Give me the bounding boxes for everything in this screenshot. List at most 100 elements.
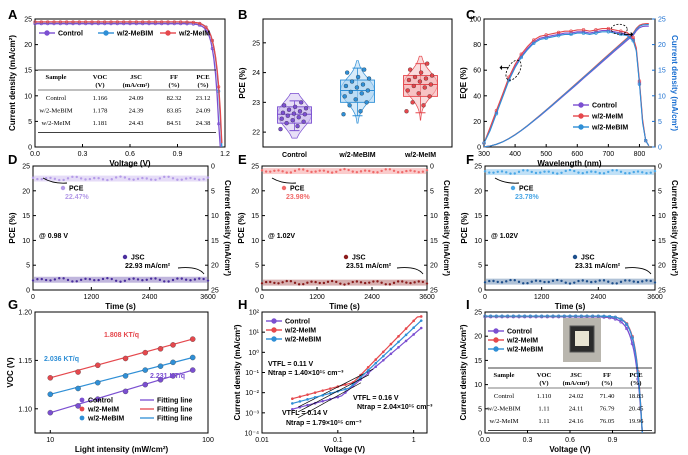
vtfl-annotation-h: VTFL = 0.14 V <box>282 410 328 417</box>
y-tick-label-b: 22 <box>252 130 260 137</box>
y-axis-label-d: PCE (%) <box>8 212 17 243</box>
y-tick-label-d: 20 <box>22 188 30 195</box>
arrow-e <box>396 267 424 275</box>
scl-marker-h <box>412 319 415 323</box>
x-tick-label-a: 0.9 <box>173 151 183 158</box>
jsc-point-f <box>488 279 491 283</box>
y2-tick-label-c: 15 <box>658 68 666 75</box>
pce-point-d <box>141 176 144 180</box>
pce-point-f <box>568 168 572 172</box>
pce-point-e <box>425 168 429 172</box>
scl-marker-h <box>291 407 294 411</box>
table-cell-a: 84.51 <box>167 120 182 127</box>
y-axis-label-b: PCE (%) <box>238 67 247 98</box>
panel-label-h: H <box>238 297 247 312</box>
pce-point-f <box>492 171 495 174</box>
panel-label-b: B <box>238 7 247 22</box>
pce-point-f <box>624 172 627 175</box>
point-b <box>410 100 415 105</box>
x-tick-label-c: 600 <box>571 151 583 158</box>
jsc-point-f <box>619 280 623 284</box>
jsc-point-f <box>568 282 572 285</box>
y-tick-label-i: 0 <box>478 431 482 438</box>
jv-marker-a <box>84 20 88 24</box>
bias-label-d: @ 0.98 V <box>39 233 68 240</box>
pce-point-e <box>421 170 425 173</box>
point-g <box>95 396 101 402</box>
scl-marker-h <box>321 394 324 397</box>
jv-marker-i <box>517 314 521 318</box>
table-cell-i: 1.110 <box>537 393 552 400</box>
pce-point-f <box>556 172 559 175</box>
pce-band-e <box>263 168 426 175</box>
y-tick-label-c: 20 <box>473 119 481 126</box>
jsc-point-e <box>359 281 363 284</box>
legend-label-g: Fitting line <box>157 416 192 423</box>
scl-marker-h <box>313 391 317 394</box>
jsc-point-f <box>577 279 580 283</box>
pce-point-e <box>318 169 321 172</box>
jsc-point-e <box>417 280 420 283</box>
jv-marker-i <box>591 314 595 318</box>
y-tick-label-f: 20 <box>474 188 482 195</box>
eqe-marker-c <box>556 30 561 35</box>
pce-point-e <box>384 168 387 171</box>
device-photo-i <box>563 318 601 362</box>
point-b <box>427 94 432 99</box>
legend-label-a1: w/2-MeBIM <box>116 31 153 38</box>
jv-marker-a <box>191 20 195 24</box>
scl-marker-h <box>351 383 355 386</box>
table-header-unit-a: (%) <box>169 82 180 89</box>
legend-label-h1: w/2-MeIM <box>284 328 316 335</box>
y-tick-label-g: 1.15 <box>18 358 32 365</box>
pce-point-e <box>310 170 313 174</box>
x-tick-label-d: 2400 <box>142 294 158 301</box>
table-cell-a: w/2-MeBIM <box>39 108 72 115</box>
pce-point-f <box>653 169 657 173</box>
pce-point-e <box>355 170 359 174</box>
jsc-point-e <box>269 280 272 284</box>
jv-marker-a <box>134 20 138 24</box>
point-b <box>301 119 306 124</box>
pce-point-e <box>326 170 330 174</box>
x-tick-label-c: 800 <box>634 151 646 158</box>
jsc-point-e <box>330 279 334 283</box>
point-g <box>189 336 196 342</box>
jsc-point-f <box>653 281 657 284</box>
y-tick-label-f: 25 <box>474 164 482 171</box>
table-header-a: JSC <box>130 74 142 81</box>
category-label-b: Control <box>282 152 307 159</box>
pce-point-e <box>347 168 350 172</box>
jsc-point-f <box>509 278 512 282</box>
eqe-marker-c <box>619 32 623 37</box>
jv-marker-a <box>103 20 107 24</box>
pce-point-f <box>585 171 589 174</box>
point-b <box>359 91 364 96</box>
eqe-marker-c <box>619 29 623 33</box>
pce-point-d <box>198 178 201 181</box>
jsc-point-f <box>641 280 644 283</box>
pce-point-e <box>273 169 276 172</box>
pce-point-e <box>302 168 305 171</box>
jsc-point-d <box>75 280 78 283</box>
pce-point-f <box>602 172 606 175</box>
scl-marker-h <box>397 335 400 338</box>
scl-marker-h <box>328 387 332 390</box>
pce-point-d <box>206 176 210 179</box>
point-g <box>122 373 129 379</box>
y2-tick-label-d: 0 <box>211 164 215 171</box>
pce-point-e <box>417 170 420 174</box>
pce-legend-label-e: PCE <box>290 186 305 193</box>
pce-point-e <box>363 169 367 172</box>
y2-tick-label-c: 20 <box>658 42 666 49</box>
jsc-point-e <box>388 283 392 286</box>
point-b <box>428 82 433 87</box>
integrated-jsc-c-2 <box>483 24 649 148</box>
jv-marker-i <box>562 314 566 318</box>
pce-point-d <box>75 175 78 179</box>
point-g <box>189 367 196 373</box>
legend-marker-c0 <box>578 102 584 108</box>
scl-marker-h <box>344 387 347 391</box>
table-cell-i: w/2-MeBIM <box>487 406 520 413</box>
jv-marker-i <box>625 326 629 331</box>
